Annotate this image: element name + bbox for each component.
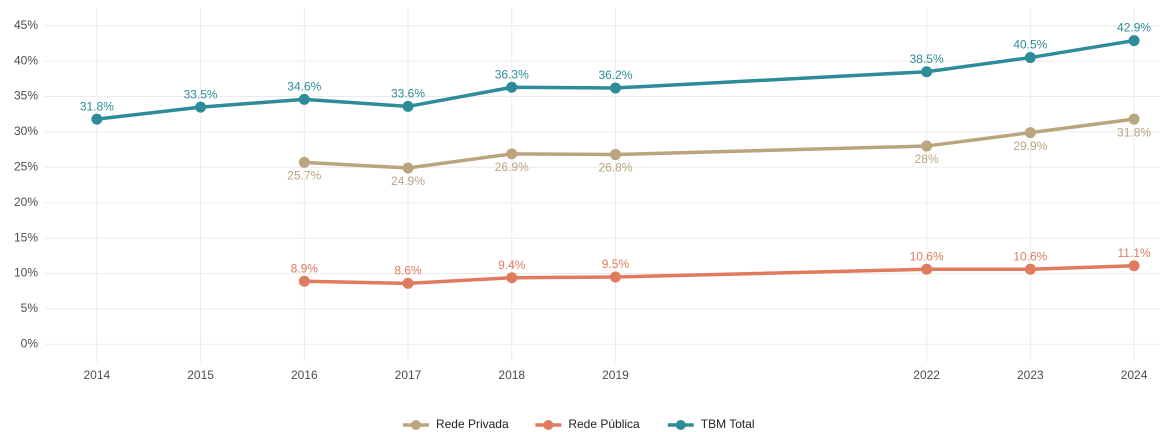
data-point — [402, 162, 414, 174]
y-tick-label: 30% — [14, 124, 38, 138]
y-tick-label: 0% — [21, 336, 39, 350]
x-tick-label: 2022 — [913, 368, 940, 382]
data-point — [506, 148, 518, 160]
data-label: 31.8% — [1117, 125, 1151, 139]
data-point — [298, 275, 310, 287]
data-label: 34.6% — [287, 80, 321, 94]
data-point — [402, 100, 414, 112]
legend-label: TBM Total — [701, 417, 755, 431]
data-point — [1024, 263, 1036, 275]
data-label: 38.5% — [910, 52, 944, 66]
x-tick-label: 2017 — [395, 368, 422, 382]
data-label: 36.3% — [495, 67, 529, 81]
y-tick-label: 40% — [14, 53, 38, 67]
legend-swatch-point — [675, 420, 686, 430]
x-tick-label: 2024 — [1121, 368, 1148, 382]
data-label: 9.5% — [602, 257, 630, 271]
y-tick-label: 35% — [14, 89, 38, 103]
x-tick-label: 2015 — [187, 368, 214, 382]
data-label: 33.6% — [391, 87, 425, 101]
x-tick-label: 2014 — [84, 368, 111, 382]
data-label: 25.7% — [287, 169, 321, 183]
data-point — [506, 272, 518, 284]
data-label: 11.1% — [1117, 246, 1150, 260]
data-point — [195, 101, 207, 113]
data-point — [506, 81, 518, 93]
legend-label: Rede Privada — [436, 417, 509, 431]
series-line — [304, 263, 1135, 286]
data-label: 8.9% — [291, 261, 319, 275]
data-label: 42.9% — [1117, 21, 1151, 35]
data-label: 8.6% — [394, 264, 422, 278]
x-tick-label: 2018 — [498, 368, 525, 382]
y-tick-label: 20% — [14, 195, 38, 209]
data-point — [1128, 113, 1140, 125]
y-tick-label: 5% — [21, 301, 39, 315]
data-point — [921, 66, 933, 78]
data-label: 26.8% — [598, 161, 632, 175]
data-point — [298, 93, 310, 105]
x-tick-label: 2016 — [291, 368, 318, 382]
data-label: 28% — [915, 152, 939, 166]
data-label: 33.5% — [184, 87, 218, 101]
data-label: 10.6% — [1013, 249, 1047, 263]
data-point — [402, 277, 414, 289]
data-point — [1128, 35, 1140, 47]
y-tick-label: 15% — [14, 230, 38, 244]
x-tick-label: 2019 — [602, 368, 629, 382]
data-label: 24.9% — [391, 174, 425, 188]
series-line — [304, 117, 1135, 170]
data-label: 31.8% — [80, 99, 114, 113]
data-point — [609, 82, 621, 94]
data-point — [609, 149, 621, 161]
data-label: 10.6% — [910, 249, 944, 263]
y-tick-label: 25% — [14, 159, 38, 173]
x-tick-label: 2023 — [1017, 368, 1044, 382]
y-tick-label: 10% — [14, 266, 38, 280]
data-point — [298, 156, 310, 168]
data-label: 29.9% — [1013, 139, 1047, 153]
data-point — [609, 271, 621, 283]
data-point — [921, 263, 933, 275]
data-point — [1024, 127, 1036, 139]
data-label: 9.4% — [498, 258, 526, 272]
legend-label: Rede Pública — [568, 417, 640, 431]
legend-swatch-point — [410, 420, 421, 430]
data-label: 26.9% — [495, 160, 529, 174]
data-label: 36.2% — [598, 68, 632, 82]
data-point — [1128, 260, 1140, 272]
data-point — [921, 140, 933, 152]
data-label: 40.5% — [1013, 38, 1047, 52]
data-point — [1024, 52, 1036, 64]
data-point — [91, 113, 103, 125]
y-tick-label: 45% — [14, 18, 38, 32]
legend-swatch-point — [543, 420, 554, 430]
